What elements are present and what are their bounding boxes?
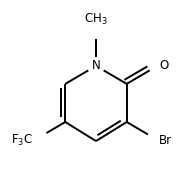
- Text: $\mathregular{CH_3}$: $\mathregular{CH_3}$: [84, 12, 108, 27]
- Text: $\mathregular{F_3C}$: $\mathregular{F_3C}$: [11, 132, 33, 148]
- Text: O: O: [159, 59, 168, 72]
- Text: Br: Br: [159, 133, 172, 147]
- Text: N: N: [92, 59, 100, 72]
